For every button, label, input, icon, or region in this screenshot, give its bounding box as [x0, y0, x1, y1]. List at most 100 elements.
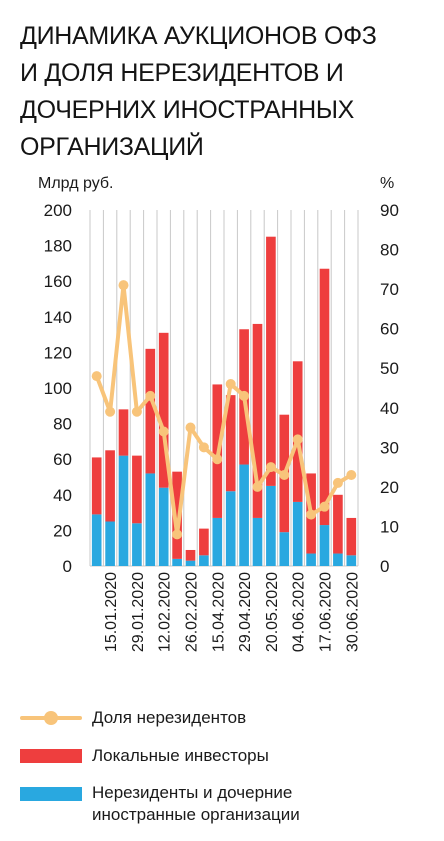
y2-axis-title: % — [380, 175, 394, 192]
bar-local-investors — [199, 528, 209, 556]
bar-nonresidents — [266, 485, 276, 566]
line-point — [332, 477, 343, 488]
bar-nonresidents — [158, 487, 169, 566]
bar-nonresidents — [319, 525, 330, 566]
bar-local-investors — [132, 455, 142, 524]
bar-nonresidents — [132, 523, 142, 566]
y-tick-label: 160 — [44, 272, 72, 291]
y2-tick-label: 40 — [380, 399, 399, 418]
y-tick-label: 180 — [44, 237, 72, 256]
stacked-bar-line-chart: Млрд руб. % 0 20 40 60 80 100 120 140 160 180 200 0 10… — [38, 175, 399, 652]
bar-local-investors — [172, 471, 182, 559]
bar-local-investors — [185, 549, 196, 561]
legend-label: Нерезиденты и дочерние — [92, 783, 293, 802]
bar-nonresidents — [105, 521, 115, 566]
x-tick-label: 20.05.2020 — [264, 572, 281, 652]
line-point — [292, 434, 303, 445]
bar-nonresidents — [145, 473, 156, 566]
bar-nonresidents — [333, 553, 343, 566]
bar-local-investors — [292, 361, 303, 502]
bar-nonresidents — [279, 532, 290, 566]
x-tick-label: 30.06.2020 — [344, 572, 361, 652]
legend-label: иностранные организации — [92, 805, 300, 824]
bar-nonresidents — [118, 455, 129, 566]
bar-nonresidents — [306, 553, 316, 566]
legend-label: Локальные инвесторы — [92, 746, 269, 765]
line-point — [172, 529, 183, 540]
bar-local-investors — [319, 268, 330, 526]
legend-item-nonresidents: Нерезиденты и дочерние иностранные орган… — [20, 776, 440, 830]
y2-tick-label: 30 — [380, 438, 399, 457]
y-tick-label: 80 — [53, 415, 72, 434]
y-tick-label: 140 — [44, 308, 72, 327]
y-axis-title: Млрд руб. — [38, 175, 113, 192]
bar-local-investors — [333, 494, 343, 554]
y2-tick-label: 90 — [380, 201, 399, 220]
bar-nonresidents — [239, 464, 249, 566]
chart-legend: Доля нерезидентов Локальные инвесторы Не… — [20, 700, 440, 830]
line-point — [118, 280, 129, 291]
x-tick-label: 15.01.2020 — [103, 572, 120, 652]
line-point — [105, 406, 116, 417]
y-tick-label: 0 — [63, 557, 72, 576]
y2-tick-label: 80 — [380, 241, 399, 260]
line-point — [306, 509, 317, 520]
line-point — [225, 379, 236, 390]
x-tick-label: 15.04.2020 — [210, 572, 227, 652]
y-tick-label: 40 — [53, 486, 72, 505]
bar-nonresidents — [292, 501, 303, 566]
legend-marker-icon — [44, 711, 58, 725]
y-tick-label: 100 — [44, 379, 72, 398]
chart-title-line: И ДОЛЯ НЕРЕЗИДЕНТОВ И — [20, 59, 344, 87]
legend-item-local-investors: Локальные инвесторы — [20, 738, 440, 778]
bar-nonresidents — [212, 517, 223, 566]
line-point — [265, 462, 276, 473]
bar-local-investors — [252, 323, 263, 518]
y2-tick-label: 50 — [380, 359, 399, 378]
y2-tick-label: 0 — [380, 557, 389, 576]
y-tick-label: 120 — [44, 343, 72, 362]
legend-red-swatch — [20, 749, 82, 763]
chart-title-line: ДОЧЕРНИХ ИНОСТРАННЫХ — [20, 96, 355, 124]
y-tick-label: 200 — [44, 201, 72, 220]
line-point — [145, 390, 156, 401]
line-point — [212, 454, 223, 465]
x-tick-label: 04.06.2020 — [291, 572, 308, 652]
line-point — [131, 406, 142, 417]
x-tick-label: 17.06.2020 — [318, 572, 335, 652]
legend-item-nonresident-share: Доля нерезидентов — [20, 700, 440, 740]
bar-local-investors — [225, 395, 236, 492]
legend-label: Доля нерезидентов — [92, 708, 247, 727]
y-tick-label: 20 — [53, 521, 72, 540]
bar-nonresidents — [225, 491, 236, 566]
line-point — [252, 481, 263, 492]
y2-tick-label: 70 — [380, 280, 399, 299]
line-point — [198, 442, 209, 453]
bar-local-investors — [158, 332, 169, 488]
bar-local-investors — [105, 450, 115, 522]
bar-local-investors — [145, 348, 156, 474]
chart-title: ДИНАМИКА АУКЦИОНОВ ОФЗ И ДОЛЯ НЕРЕЗИДЕНТ… — [20, 18, 430, 166]
chart-title-line: ОРГАНИЗАЦИЙ — [20, 133, 204, 161]
y2-tick-label: 20 — [380, 478, 399, 497]
line-point — [91, 371, 102, 382]
line-point — [185, 422, 196, 433]
bar-nonresidents — [172, 558, 182, 566]
bar-nonresidents — [252, 517, 263, 566]
bar-local-investors — [266, 236, 276, 486]
x-tick-label: 26.02.2020 — [184, 572, 201, 652]
chart-title-line: ДИНАМИКА АУКЦИОНОВ ОФЗ — [20, 22, 377, 50]
y-tick-label: 60 — [53, 450, 72, 469]
bar-nonresidents — [91, 514, 102, 566]
bar-local-investors — [118, 409, 129, 456]
line-point — [319, 501, 330, 512]
line-point — [239, 390, 250, 401]
x-tick-label: 29.01.2020 — [130, 572, 147, 652]
bar-nonresidents — [346, 555, 357, 566]
line-point — [346, 470, 357, 481]
x-tick-label: 12.02.2020 — [157, 572, 174, 652]
line-point — [158, 426, 169, 437]
line-point — [279, 470, 290, 481]
y2-tick-label: 10 — [380, 517, 399, 536]
x-tick-label: 29.04.2020 — [237, 572, 254, 652]
